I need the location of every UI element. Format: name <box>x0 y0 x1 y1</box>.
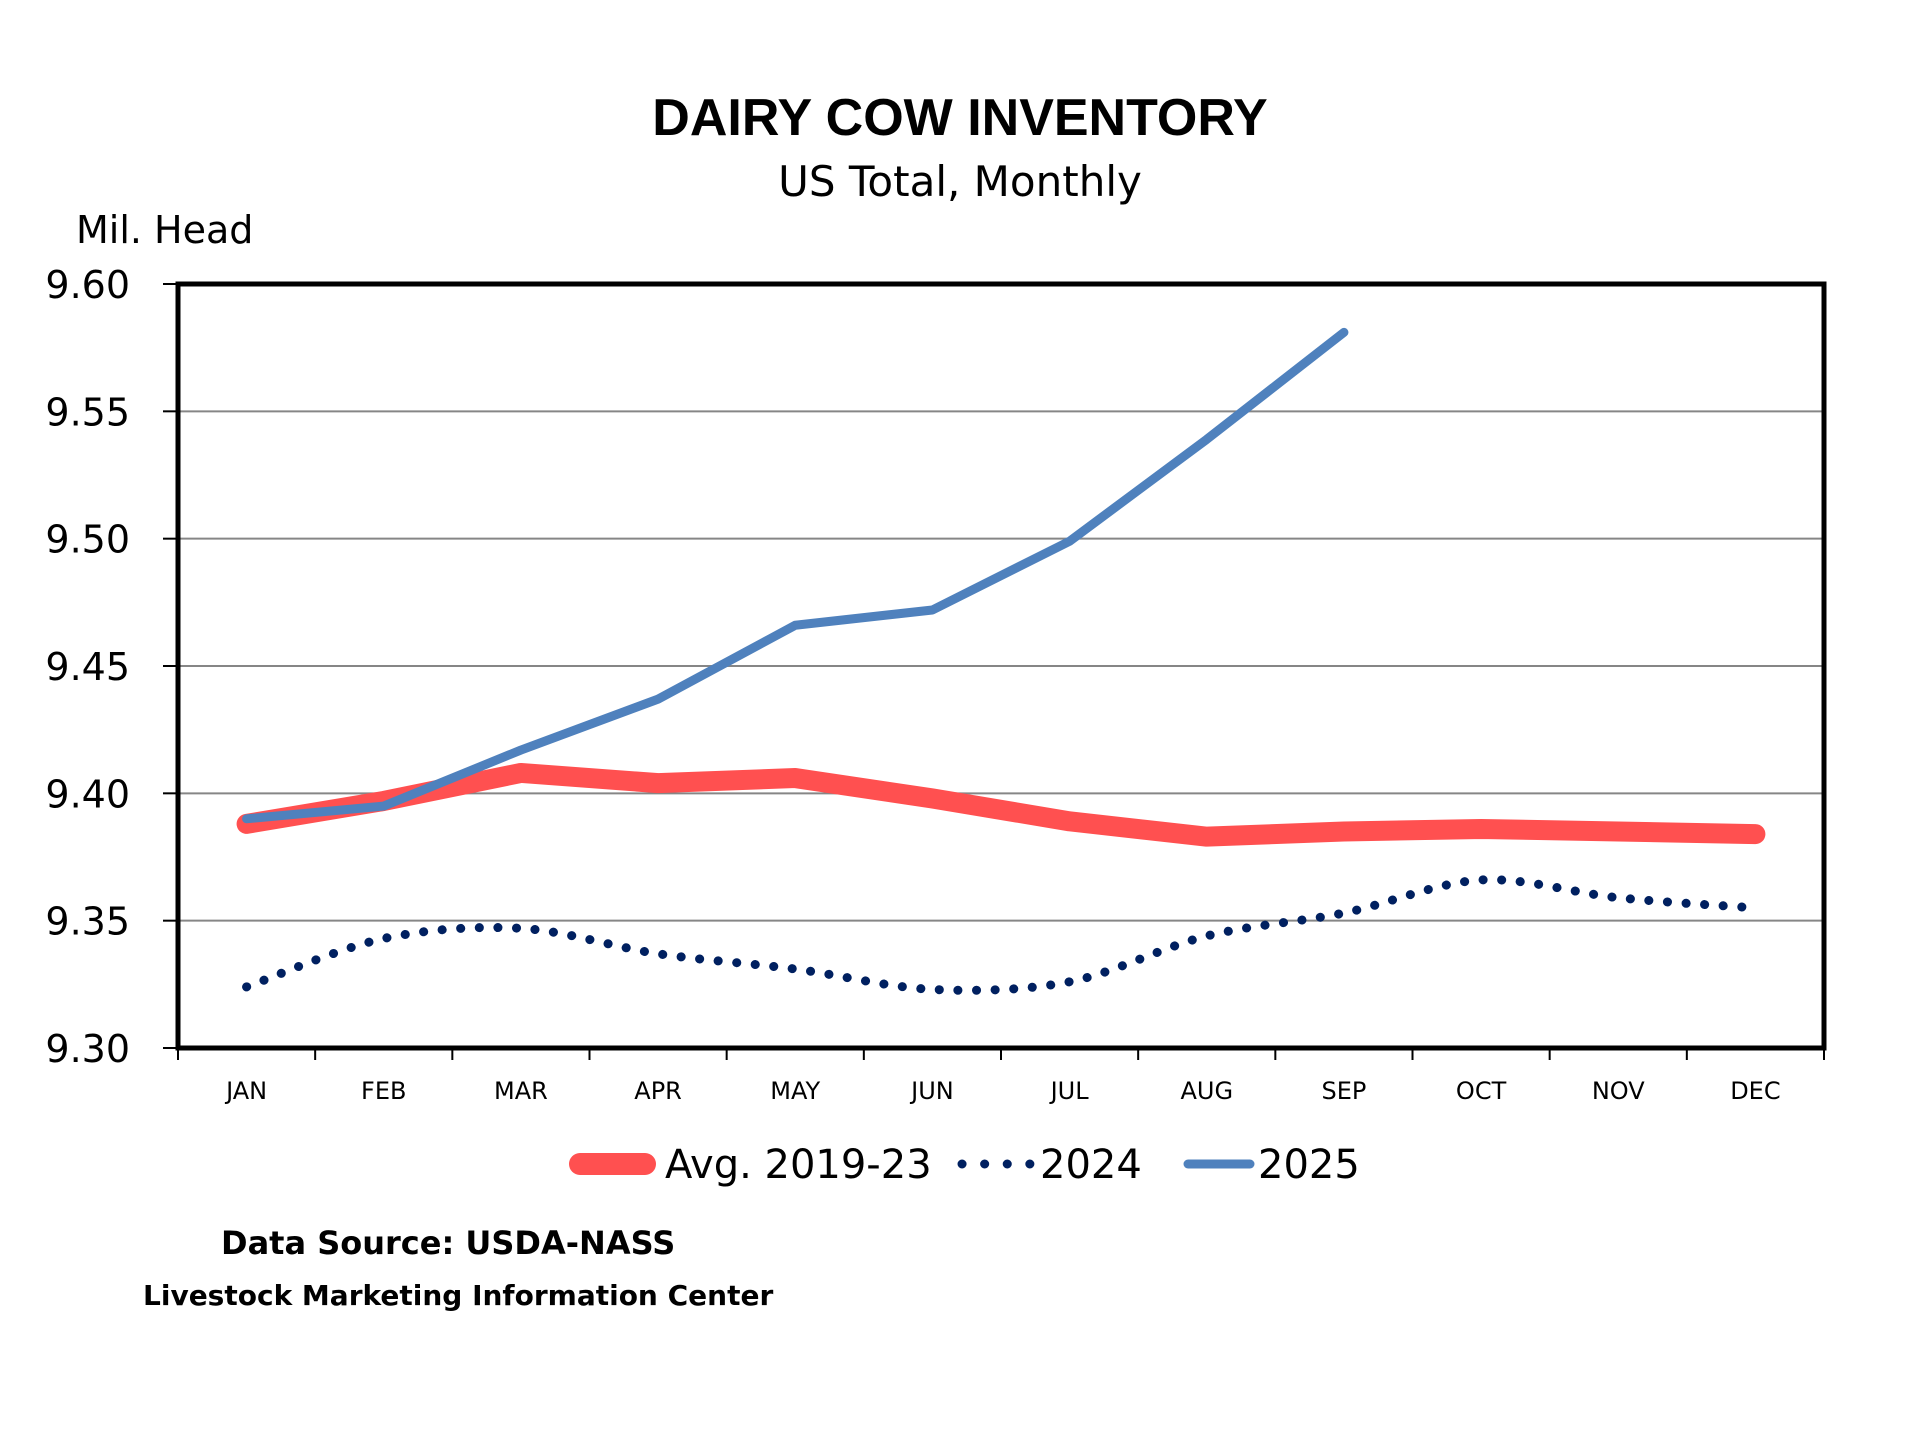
x-tick-label: OCT <box>1456 1077 1507 1105</box>
x-tick-label: NOV <box>1592 1077 1645 1105</box>
organization-credit: Livestock Marketing Information Center <box>143 1279 773 1312</box>
legend-label: 2025 <box>1258 1142 1360 1188</box>
x-tick-label: JUL <box>1049 1077 1090 1105</box>
x-tick-label: JAN <box>224 1077 267 1105</box>
y-tick-label: 9.30 <box>45 1027 130 1071</box>
legend-label: Avg. 2019-23 <box>665 1142 932 1188</box>
x-tick-label: MAY <box>770 1077 820 1105</box>
x-tick-label: SEP <box>1321 1077 1366 1105</box>
y-tick-label: 9.45 <box>45 645 130 689</box>
series-line-avg-2019-23 <box>236 762 1766 847</box>
x-tick-label: DEC <box>1730 1077 1780 1105</box>
series-lines <box>236 327 1766 995</box>
y-tick-label: 9.60 <box>45 263 130 307</box>
y-tick-label: 9.35 <box>45 900 130 944</box>
x-tick-label: JUN <box>909 1077 954 1105</box>
y-axis-unit-label: Mil. Head <box>76 208 253 252</box>
x-tick-label: FEB <box>361 1077 406 1105</box>
y-axis-ticks: 9.30 9.35 9.40 9.45 9.50 9.55 9.60 <box>45 263 178 1071</box>
series-line-2024 <box>242 875 1760 995</box>
x-tick-label: MAR <box>494 1077 548 1105</box>
data-source-note: Data Source: USDA-NASS <box>221 1224 675 1262</box>
x-tick-label: APR <box>634 1077 682 1105</box>
x-axis-ticks: JAN FEB MAR APR MAY JUN JUL AUG SEP OCT NOV DEC <box>177 1048 1825 1105</box>
y-tick-label: 9.40 <box>45 772 130 816</box>
gridlines <box>178 410 1824 922</box>
legend: Avg. 2019-23 2024 2025 <box>569 1142 1360 1188</box>
legend-label: 2024 <box>1040 1142 1142 1188</box>
x-tick-label: AUG <box>1180 1077 1233 1105</box>
chart-subtitle: US Total, Monthly <box>778 157 1142 206</box>
y-tick-label: 9.55 <box>45 390 130 434</box>
y-tick-label: 9.50 <box>45 518 130 562</box>
series-line-2025 <box>242 327 1349 824</box>
chart-title: DAIRY COW INVENTORY <box>652 89 1267 147</box>
plot-area-border <box>175 281 1827 1051</box>
